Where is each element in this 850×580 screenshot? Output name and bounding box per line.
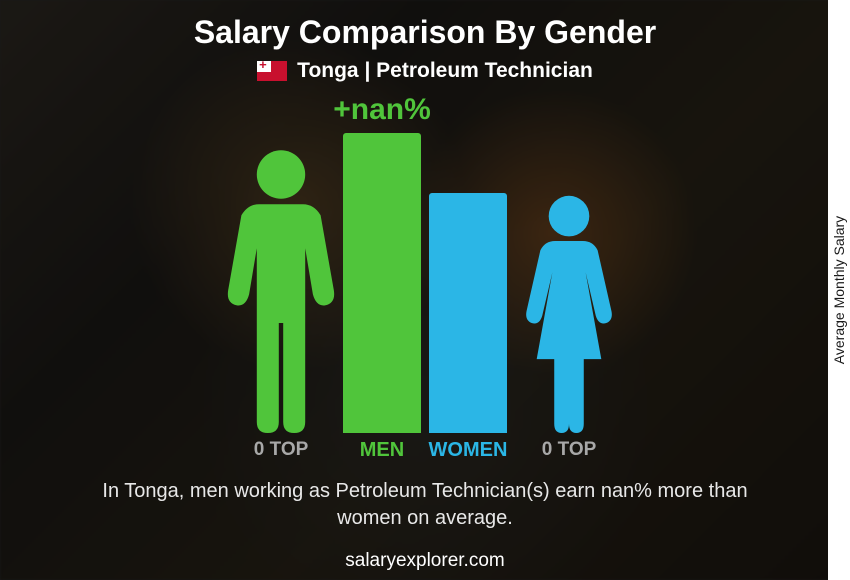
male-person-icon — [226, 143, 336, 433]
men-bar-col: +nan% — [342, 93, 422, 433]
tonga-flag-icon — [257, 61, 287, 81]
women-bar — [429, 193, 507, 433]
men-salary-value: 0 TOP — [226, 439, 336, 462]
chart-area: +nan% — [145, 93, 705, 433]
female-person-icon — [519, 193, 619, 433]
y-axis-strip: Average Monthly Salary — [828, 0, 850, 580]
difference-label: +nan% — [333, 93, 431, 127]
footer-link[interactable]: salaryexplorer.com — [345, 550, 504, 572]
subtitle-row: Tonga | Petroleum Technician — [257, 59, 593, 83]
subtitle-text: Tonga | Petroleum Technician — [297, 59, 593, 83]
main-title: Salary Comparison By Gender — [194, 14, 656, 51]
female-figure-col — [514, 93, 624, 433]
male-figure-col — [226, 93, 336, 433]
country-label: Tonga — [297, 59, 358, 82]
job-label: Petroleum Technician — [376, 59, 593, 82]
men-bar — [343, 133, 421, 433]
description-text: In Tonga, men working as Petroleum Techn… — [75, 478, 775, 532]
infographic-container: Salary Comparison By Gender Tonga | Petr… — [0, 0, 850, 580]
women-label: WOMEN — [428, 439, 508, 462]
subtitle-separator: | — [359, 59, 377, 82]
y-axis-label: Average Monthly Salary — [831, 216, 847, 364]
women-salary-value: 0 TOP — [514, 439, 624, 462]
women-bar-col — [428, 93, 508, 433]
labels-row: 0 TOP MEN WOMEN 0 TOP — [145, 439, 705, 462]
men-label: MEN — [342, 439, 422, 462]
